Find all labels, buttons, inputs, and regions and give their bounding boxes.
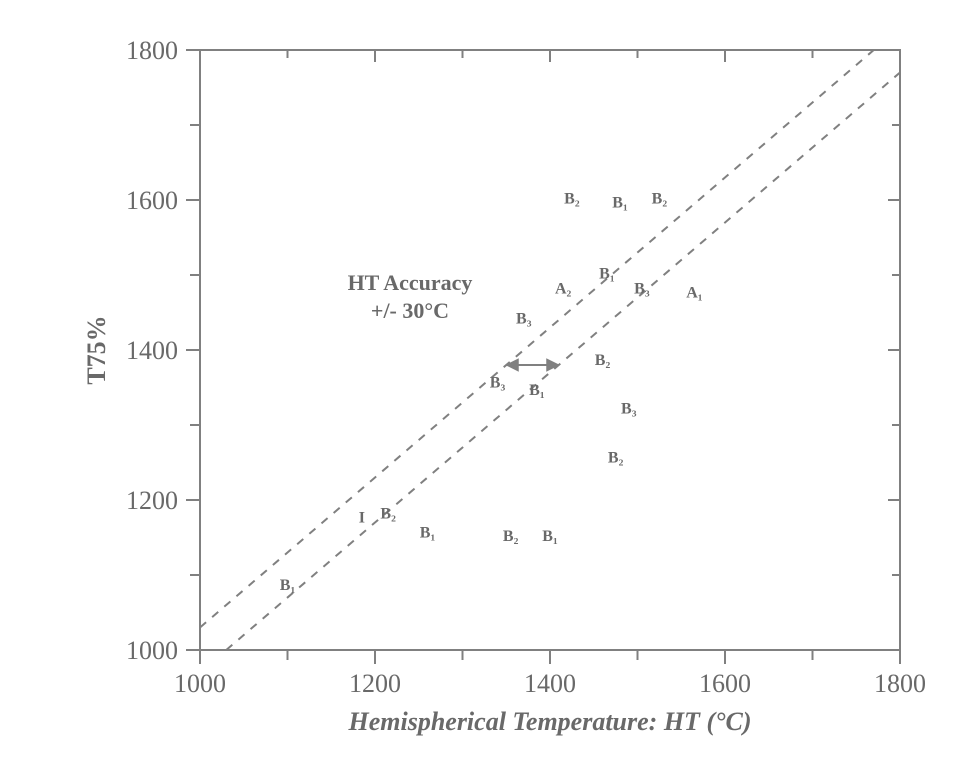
annotation-title: HT Accuracy [348,270,473,295]
band-line [200,50,874,628]
data-point: B₁ [420,524,436,541]
x-tick-label: 1600 [699,669,751,698]
annotation-value: +/- 30°C [371,298,449,323]
y-tick-label: 1600 [126,186,178,215]
data-point: B₂ [595,352,611,369]
data-point: B₂ [564,191,580,208]
data-point: B₁ [529,382,545,399]
y-tick-label: 1000 [126,636,178,665]
y-tick-label: 1800 [126,36,178,65]
chart-container: { "canvas": { "width": 973, "height": 77… [0,0,973,770]
x-tick-label: 1400 [524,669,576,698]
data-point: B₁ [280,577,296,594]
data-point: A₂ [555,281,572,298]
x-tick-label: 1200 [349,669,401,698]
data-point: B₃ [634,281,650,298]
x-tick-label: 1000 [174,669,226,698]
data-point: A₁ [686,284,703,301]
y-tick-label: 1400 [126,336,178,365]
data-point: B₂ [503,528,519,545]
scatter-chart: 1000 1200 1400 1600 1800 1000 1200 1400 1600 1800… [0,0,973,770]
y-tick-label: 1200 [126,486,178,515]
data-point: B₁ [612,194,628,211]
band-line [226,73,900,651]
data-point: B₂ [652,191,668,208]
data-point: I [359,509,365,526]
data-point: B₃ [516,311,532,328]
y-axis-label: T75% [82,315,111,384]
plot-area [200,50,900,650]
data-point: B₂ [380,506,396,523]
data-point: B₃ [490,374,506,391]
data-point: B₁ [599,266,615,283]
data-point: B₂ [608,449,624,466]
x-axis-label: Hemispherical Temperature: HT (°C) [347,707,751,736]
data-point: B₁ [542,528,558,545]
data-point: B₃ [621,401,637,418]
x-tick-label: 1800 [874,669,926,698]
